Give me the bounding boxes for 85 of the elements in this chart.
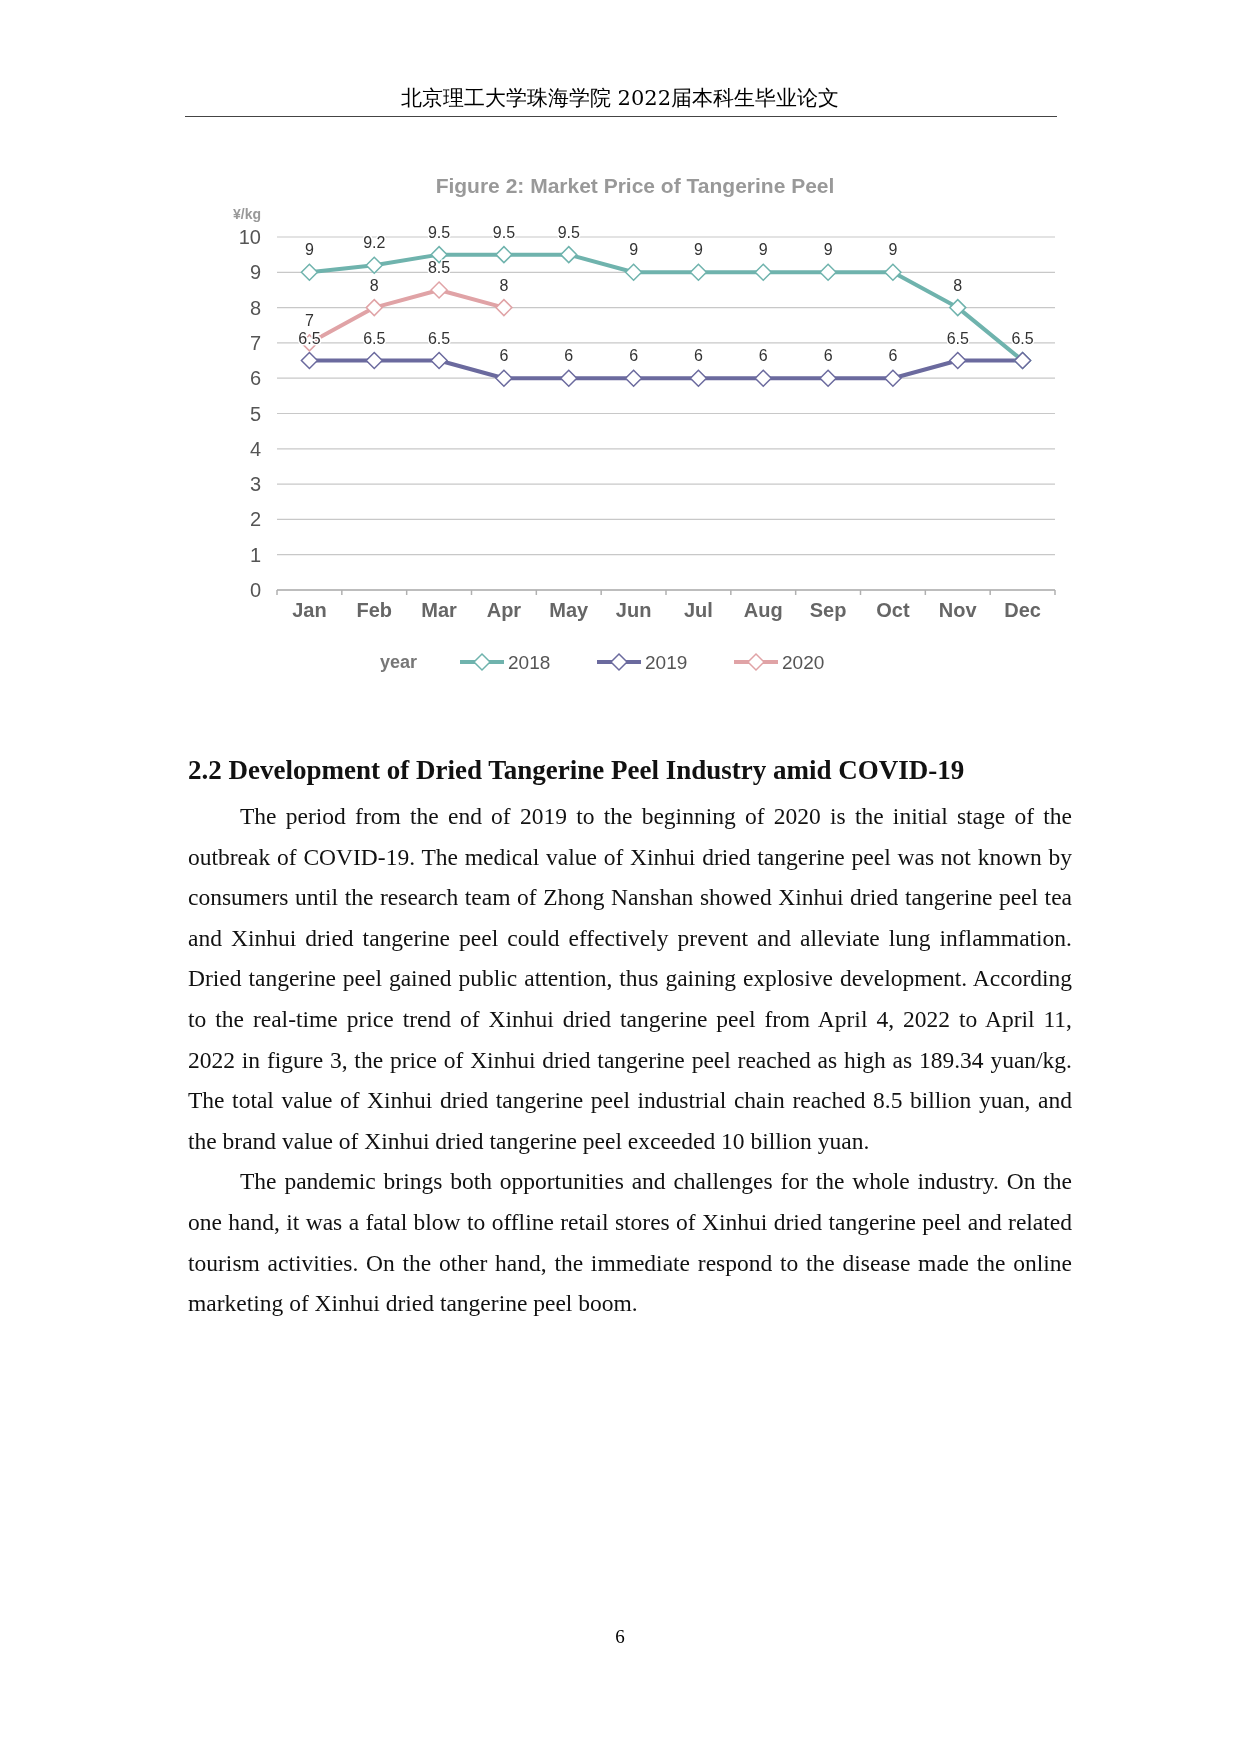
point: [430, 281, 448, 299]
data-label: 9.5: [492, 223, 516, 241]
x-tick-label: Aug: [743, 599, 783, 621]
point: [624, 263, 643, 282]
x-tick-label: May: [549, 599, 590, 621]
x-tick-label: Oct: [876, 599, 910, 621]
x-tick-label: Nov: [938, 599, 978, 621]
y-axis-title: ¥/kg: [233, 206, 262, 222]
data-label: 8: [953, 276, 963, 294]
point: [819, 263, 837, 282]
text: The pandemic brings both opportunities and challenges for the whole industry. On the one hand, it was a fatal blow to offline retail stores of Xinhui dried tangerine peel and related tourism activities. On the other hand, the immediate respond to the disease made the online marketing of Xinhui dried tangerine peel boom.: [188, 1167, 1072, 1319]
point: [365, 298, 383, 317]
data-label: 9: [629, 241, 639, 259]
point: [300, 263, 319, 282]
data-label: 9: [304, 241, 314, 259]
x-tick-label: Apr: [486, 599, 522, 621]
x-tick-label: Dec: [1004, 599, 1041, 621]
y-tick-label: 3: [249, 473, 261, 496]
legend-label: 2019: [645, 652, 688, 673]
data-label: 6.5: [298, 329, 321, 347]
x-tick-label: Feb: [356, 599, 393, 621]
point: [884, 369, 902, 387]
text: 6: [614, 1626, 626, 1648]
point: [365, 256, 383, 274]
data-label: 9.5: [427, 223, 451, 241]
data-label: 9.2: [363, 234, 386, 252]
text: 2.2 Development of Dried Tangerine Peel Industry amid COVID-19: [188, 754, 966, 787]
x-tick-label: Jul: [683, 599, 713, 621]
point: [884, 263, 902, 282]
data-label: 9.5: [557, 223, 580, 241]
y-tick-label: 0: [249, 579, 261, 601]
point: [754, 263, 772, 282]
legend-title: year: [380, 652, 418, 672]
data-label: 6: [629, 347, 639, 365]
point: [495, 369, 513, 387]
y-tick-label: 9: [249, 261, 261, 284]
point: [495, 298, 513, 317]
text: 北京理工大学珠海学院 2022届本科生毕业论文: [399, 85, 841, 112]
y-tick-label: 7: [249, 331, 261, 354]
point: [754, 369, 772, 387]
data-label: 8: [369, 276, 379, 294]
y-tick-label: 5: [249, 402, 261, 425]
x-tick-label: Sep: [809, 599, 847, 621]
data-label: 8: [499, 276, 509, 294]
chart-title: Figure 2: Market Price of Tangerine Peel: [435, 174, 835, 197]
point: [560, 245, 578, 264]
x-tick-label: Jan: [292, 599, 327, 621]
data-label: 6: [888, 347, 898, 365]
y-tick-label: 2: [249, 508, 261, 531]
y-tick-label: 4: [249, 437, 261, 460]
data-label: 9: [823, 241, 833, 259]
point: [819, 369, 837, 387]
x-tick-label: Mar: [421, 599, 458, 621]
data-label: 6: [564, 347, 574, 365]
data-label: 8.5: [427, 258, 451, 276]
y-tick-label: 6: [249, 367, 261, 390]
point: [300, 351, 319, 370]
y-tick-label: 10: [238, 226, 261, 248]
text: The period from the end of 2019 to the beginning of 2020 is the initial stage of the outbreak of COVID-19. The medical value of Xinhui dried tangerine peel was not known by consumers until the research team of Zhong Nanshan showed Xinhui dried tangerine peel tea and Xinhui dried tangerine peel could effectively prevent and alleviate lung inflammation. Dried tangerine peel gained public attention, thus gaining explosive development. According to the real-time price trend of Xinhui dried tangerine peel from April 4, 2022 to April 11, 2022 in figure 3, the price of Xinhui dried tangerine peel reached as high as 189.34 yuan/kg. The total value of Xinhui dried tangerine peel industrial chain reached 8.5 billion yuan, and the brand value of Xinhui dried tangerine peel exceeded 10 billion yuan.: [188, 803, 1072, 1154]
point: [430, 351, 448, 370]
point: [365, 351, 383, 370]
data-label: 9: [888, 241, 898, 259]
x-tick-label: Jun: [615, 599, 652, 621]
point: [560, 369, 578, 387]
legend-label: 2018: [508, 652, 551, 673]
data-label: 9: [758, 241, 768, 259]
point: [495, 245, 513, 264]
data-label: 9: [693, 241, 703, 259]
y-tick-label: 1: [249, 543, 261, 566]
data-label: 6.5: [363, 329, 386, 347]
point: [949, 351, 967, 370]
point: [689, 369, 708, 387]
point: [689, 263, 708, 282]
data-label: 6.5: [946, 329, 969, 347]
point: [624, 369, 643, 387]
legend-label: 2020: [782, 652, 825, 673]
data-label: 6.5: [1011, 329, 1034, 347]
data-label: 6: [758, 347, 768, 365]
data-label: 6: [499, 347, 509, 365]
data-label: 6: [693, 347, 703, 365]
data-label: 6: [823, 347, 833, 365]
point: [949, 298, 967, 317]
data-label: 7: [304, 311, 314, 329]
data-label: 6.5: [427, 329, 451, 347]
y-tick-label: 8: [249, 296, 261, 319]
